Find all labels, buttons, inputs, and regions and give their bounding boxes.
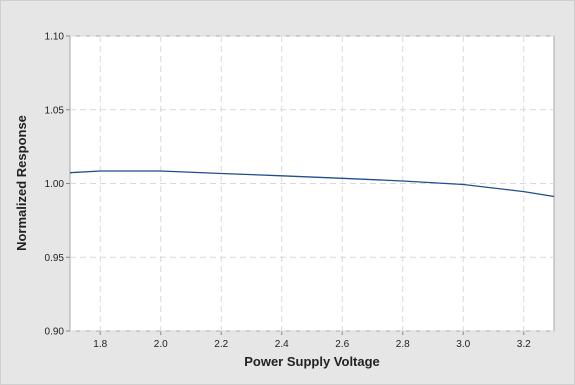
- tick-labels: 1.8 2.0 2.2 2.4 2.6 2.8 3.0 3.2 0.90 0.95 1.00 1.05…: [45, 32, 532, 351]
- x-tick-label: 3.0: [456, 339, 470, 350]
- x-tick-label: 2.4: [275, 339, 289, 350]
- y-tick-label: 1.05: [45, 105, 65, 116]
- x-tick-label: 2.0: [154, 339, 168, 350]
- y-tick-label: 0.90: [45, 327, 65, 338]
- x-tick-label: 2.8: [396, 339, 410, 350]
- x-tick-label: 2.2: [214, 339, 228, 350]
- series-line: [69, 170, 555, 198]
- x-tick-label: 3.2: [517, 339, 531, 350]
- y-tick-label: 1.00: [45, 179, 65, 190]
- y-tick-label: 0.95: [45, 253, 65, 264]
- y-axis-title: Normalized Response: [14, 115, 29, 251]
- series-layer: [69, 170, 555, 198]
- grid: [66, 35, 554, 335]
- y-tick-label: 1.10: [45, 32, 65, 43]
- x-tick-label: 1.8: [93, 339, 107, 350]
- x-axis-title: Power Supply Voltage: [244, 354, 380, 369]
- x-tick-label: 2.6: [335, 339, 349, 350]
